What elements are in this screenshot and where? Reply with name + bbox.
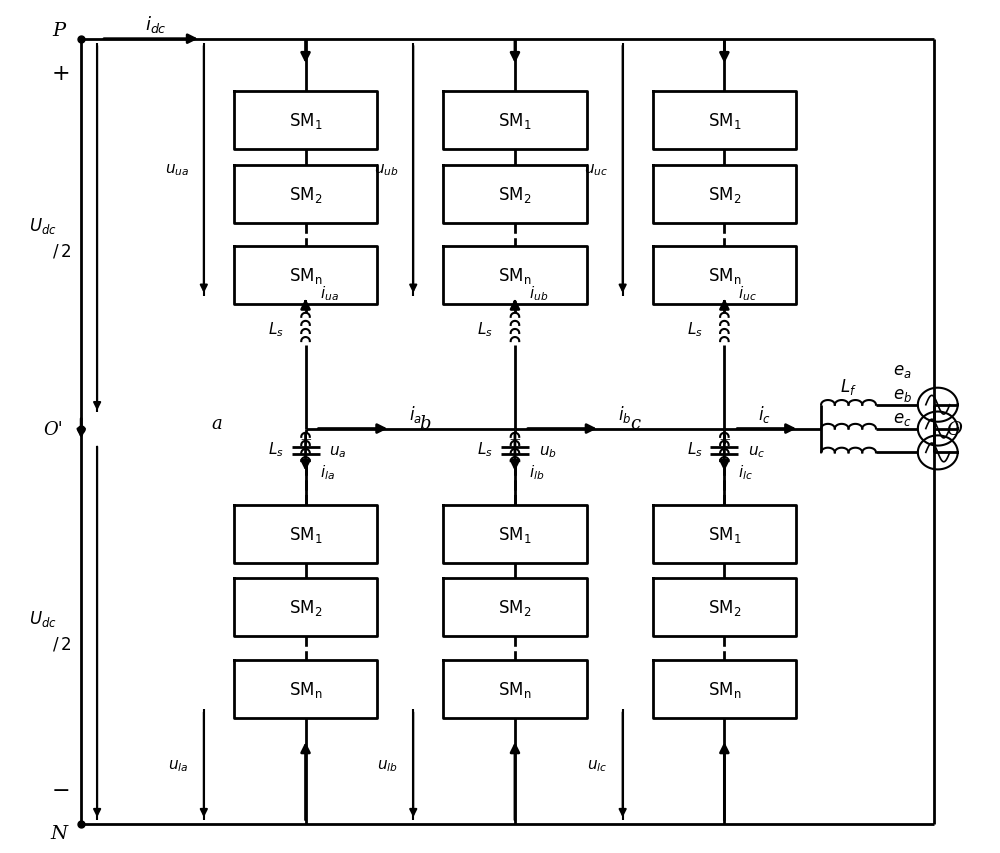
Text: $u_{lb}$: $u_{lb}$	[377, 757, 398, 773]
Text: $L_s$: $L_s$	[687, 440, 702, 459]
Text: $L_s$: $L_s$	[268, 440, 284, 459]
Text: $\rm SM_2$: $\rm SM_2$	[498, 184, 532, 205]
Text: $\rm SM_1$: $\rm SM_1$	[708, 111, 741, 131]
Text: $i_{lb}$: $i_{lb}$	[529, 463, 544, 482]
Text: +: +	[718, 432, 731, 446]
Text: c: c	[630, 415, 641, 433]
Text: $\rm SM_n$: $\rm SM_n$	[498, 266, 532, 286]
Text: $U_{dc}$: $U_{dc}$	[29, 216, 57, 235]
Text: $\rm SM_1$: $\rm SM_1$	[498, 525, 532, 544]
Text: $\rm SM_n$: $\rm SM_n$	[708, 266, 741, 286]
Text: $L_s$: $L_s$	[268, 320, 284, 339]
Text: $i_{ua}$: $i_{ua}$	[320, 284, 338, 302]
Text: −: −	[52, 780, 71, 801]
Text: $/\,2$: $/\,2$	[52, 242, 71, 260]
Text: $L_s$: $L_s$	[477, 440, 493, 459]
Text: $U_{dc}$: $U_{dc}$	[29, 608, 57, 628]
Text: $\rm SM_2$: $\rm SM_2$	[498, 598, 532, 618]
Text: $i_a$: $i_a$	[409, 403, 422, 424]
Text: $u_{c}$: $u_{c}$	[748, 444, 766, 459]
Text: b: b	[420, 415, 431, 433]
Text: $\rm SM_n$: $\rm SM_n$	[289, 266, 322, 286]
Text: $\rm SM_n$: $\rm SM_n$	[498, 679, 532, 699]
Text: $\rm SM_2$: $\rm SM_2$	[289, 184, 322, 205]
Text: $u_{uc}$: $u_{uc}$	[584, 162, 608, 178]
Text: a: a	[211, 415, 222, 433]
Text: P: P	[53, 22, 66, 40]
Text: +: +	[299, 432, 312, 446]
Text: $i_{ub}$: $i_{ub}$	[529, 284, 548, 302]
Text: $i_c$: $i_c$	[758, 403, 771, 424]
Text: N: N	[51, 824, 68, 842]
Text: O: O	[946, 420, 962, 438]
Text: $\rm SM_2$: $\rm SM_2$	[289, 598, 322, 618]
Text: $i_{la}$: $i_{la}$	[320, 463, 335, 482]
Text: $\rm SM_2$: $\rm SM_2$	[708, 598, 741, 618]
Text: $e_c$: $e_c$	[893, 410, 912, 427]
Text: $\rm SM_1$: $\rm SM_1$	[708, 525, 741, 544]
Text: $i_{dc}$: $i_{dc}$	[145, 14, 167, 35]
Text: $u_{ua}$: $u_{ua}$	[165, 162, 189, 178]
Text: $u_{lc}$: $u_{lc}$	[587, 757, 608, 773]
Text: $\rm SM_1$: $\rm SM_1$	[289, 111, 322, 131]
Text: $e_a$: $e_a$	[893, 363, 912, 380]
Text: $u_{b}$: $u_{b}$	[539, 444, 557, 459]
Text: $\rm SM_1$: $\rm SM_1$	[289, 525, 322, 544]
Text: $u_{a}$: $u_{a}$	[329, 444, 347, 459]
Text: $u_{ub}$: $u_{ub}$	[374, 162, 398, 178]
Text: +: +	[52, 62, 71, 84]
Text: $/\,2$: $/\,2$	[52, 635, 71, 653]
Text: $\rm SM_1$: $\rm SM_1$	[498, 111, 532, 131]
Text: $i_b$: $i_b$	[618, 403, 631, 424]
Text: +: +	[509, 432, 521, 446]
Text: $L_s$: $L_s$	[477, 320, 493, 339]
Text: O': O'	[43, 420, 63, 438]
Text: $i_{lc}$: $i_{lc}$	[738, 463, 753, 482]
Text: $\rm SM_n$: $\rm SM_n$	[708, 679, 741, 699]
Text: $\rm SM_n$: $\rm SM_n$	[289, 679, 322, 699]
Text: $L_f$: $L_f$	[840, 376, 857, 397]
Text: $u_{la}$: $u_{la}$	[168, 757, 189, 773]
Text: $L_s$: $L_s$	[687, 320, 702, 339]
Text: $\rm SM_2$: $\rm SM_2$	[708, 184, 741, 205]
Text: $i_{uc}$: $i_{uc}$	[738, 284, 757, 302]
Text: $e_b$: $e_b$	[893, 386, 912, 403]
